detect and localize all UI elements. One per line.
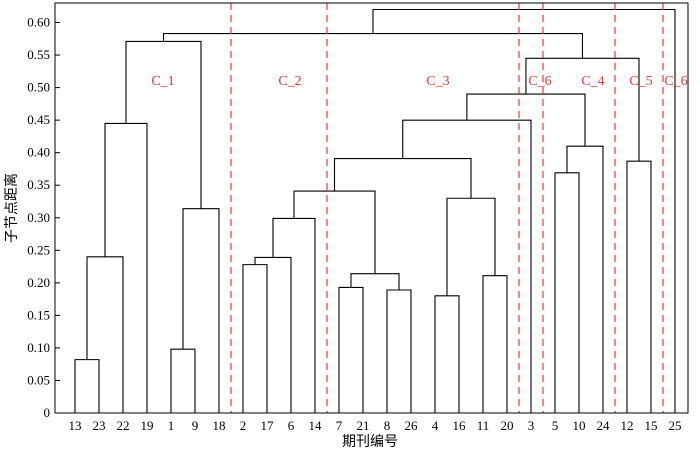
leaf-label: 16 — [453, 418, 467, 433]
y-tick-label: 0 — [44, 405, 51, 420]
plot-frame — [54, 2, 689, 414]
merge-link — [338, 286, 364, 413]
merge-link — [162, 33, 584, 59]
merge-link — [293, 190, 376, 274]
leaf-label: 25 — [669, 418, 682, 433]
leaf-label: 7 — [336, 418, 343, 433]
leaf-label: 1 — [168, 418, 175, 433]
leaf-label: 14 — [309, 418, 323, 433]
leaf-label: 21 — [357, 418, 370, 433]
leaf-label: 3 — [528, 418, 535, 433]
merge-link — [525, 57, 640, 162]
x-axis-title: 期刊编号 — [342, 434, 398, 450]
leaf-label: 26 — [405, 418, 419, 433]
leaf-label: 17 — [261, 418, 275, 433]
leaf-label: 6 — [288, 418, 295, 433]
cluster-label: C_4 — [581, 74, 604, 89]
cluster-label: C_6 — [528, 74, 551, 89]
leaf-label: 2 — [240, 418, 247, 433]
cluster-label: C_3 — [426, 74, 449, 89]
leaf-label: 22 — [117, 418, 130, 433]
merge-link — [482, 275, 508, 413]
merge-link — [554, 172, 580, 413]
merge-link — [333, 157, 472, 199]
y-tick-label: 0.60 — [27, 15, 50, 30]
y-tick-label: 0.35 — [27, 177, 50, 192]
y-tick-label: 0.20 — [27, 275, 50, 290]
cluster-label: C_6 — [664, 74, 687, 89]
y-tick-label: 0.40 — [27, 145, 50, 160]
dendrogram-tree — [74, 8, 676, 413]
leaf-label: 4 — [432, 418, 439, 433]
merge-link — [272, 217, 316, 413]
leaf-label: 18 — [213, 418, 226, 433]
leaf-label: 24 — [597, 418, 611, 433]
merge-link — [242, 264, 268, 413]
merge-link — [86, 256, 124, 413]
y-tick-label: 0.30 — [27, 210, 50, 225]
cluster-label: C_2 — [278, 74, 301, 89]
y-tick-label: 0.05 — [27, 372, 50, 387]
cluster-labels: C_1 C_2 C_3 C_6 C_4 C_5 C_6 — [151, 74, 687, 89]
y-tick-label: 0.45 — [27, 112, 50, 127]
leaf-label: 11 — [477, 418, 490, 433]
leaf-label: 13 — [69, 418, 82, 433]
merge-link — [125, 40, 202, 209]
merge-link — [402, 119, 532, 413]
merge-link — [170, 348, 196, 413]
merge-link — [74, 359, 100, 413]
y-tick-label: 0.10 — [27, 340, 50, 355]
cluster-cut-lines — [230, 3, 664, 413]
y-axis: 0 0.05 0.10 0.15 0.20 0.25 0.30 0.35 0.40 0.45 0.5… — [27, 15, 60, 420]
y-axis-title: 子节点距离 — [3, 173, 20, 243]
leaf-label: 9 — [192, 418, 199, 433]
y-tick-label: 0.55 — [27, 47, 50, 62]
merge-link — [182, 208, 220, 413]
merge-link — [566, 145, 604, 413]
merge-link — [434, 295, 460, 413]
leaf-label: 8 — [384, 418, 391, 433]
y-tick-label: 0.25 — [27, 242, 50, 257]
leaf-label: 23 — [93, 418, 106, 433]
leaf-label: 5 — [552, 418, 559, 433]
leaf-label: 19 — [141, 418, 154, 433]
leaf-label: 10 — [573, 418, 586, 433]
cluster-label: C_5 — [629, 74, 652, 89]
cluster-label: C_1 — [151, 74, 174, 89]
leaf-label: 20 — [501, 418, 514, 433]
merge-link — [104, 122, 148, 413]
merge-link — [626, 160, 652, 413]
merge-link — [254, 256, 292, 413]
x-axis-leaf-labels: 13 23 22 19 1 9 18 2 17 6 14 7 21 8 26 4 16 11 20 3 5 10 24 12 1… — [69, 418, 682, 433]
leaf-label: 12 — [621, 418, 634, 433]
merge-link — [372, 8, 676, 413]
leaf-label: 15 — [645, 418, 658, 433]
y-tick-label: 0.15 — [27, 307, 50, 322]
merge-link — [386, 289, 412, 413]
y-tick-label: 0.50 — [27, 80, 50, 95]
merge-link — [446, 197, 496, 296]
